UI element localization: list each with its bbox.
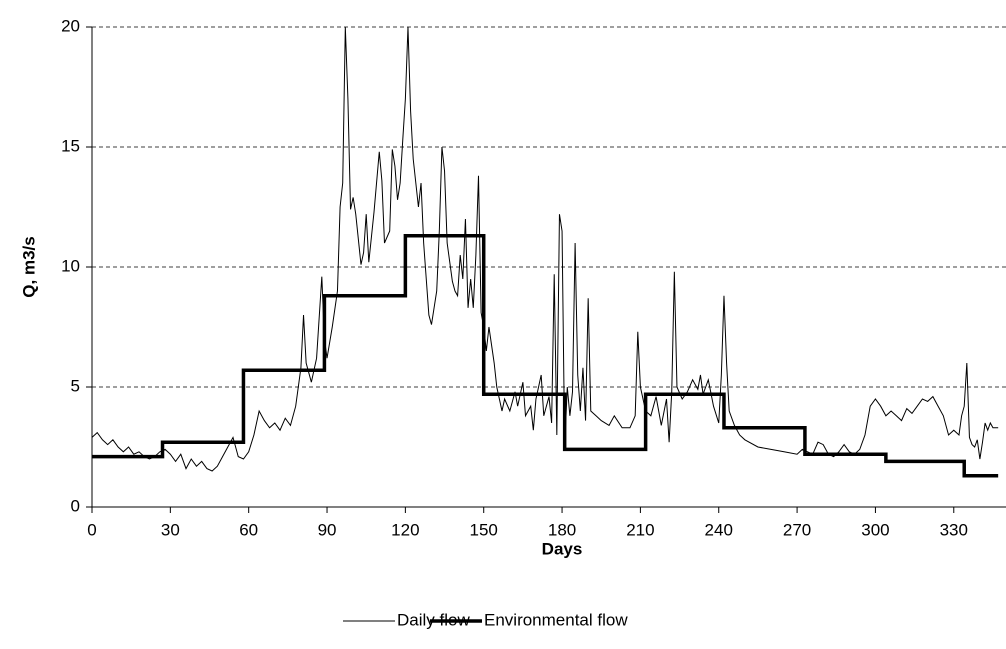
x-tick-label: 60 xyxy=(239,520,258,539)
x-axis-label: Days xyxy=(542,539,583,558)
series-line xyxy=(92,234,999,478)
x-tick-label: 90 xyxy=(318,520,337,539)
x-tick-label: 30 xyxy=(161,520,180,539)
legend-label: Environmental flow xyxy=(484,610,628,629)
y-tick-label: 10 xyxy=(61,256,80,275)
x-tick-label: 0 xyxy=(87,520,96,539)
y-tick-label: 5 xyxy=(71,376,80,395)
x-tick-label: 210 xyxy=(626,520,654,539)
x-tick-label: 180 xyxy=(548,520,576,539)
series-line xyxy=(91,26,999,472)
x-tick-label: 300 xyxy=(861,520,889,539)
y-tick-label: 15 xyxy=(61,136,80,155)
x-tick-label: 240 xyxy=(705,520,733,539)
x-tick-label: 150 xyxy=(470,520,498,539)
x-tick-label: 120 xyxy=(391,520,419,539)
y-axis-label: Q, m3/s xyxy=(19,236,38,297)
x-tick-label: 270 xyxy=(783,520,811,539)
x-tick-label: 330 xyxy=(940,520,968,539)
y-tick-label: 20 xyxy=(61,16,80,35)
y-tick-label: 0 xyxy=(71,496,80,515)
